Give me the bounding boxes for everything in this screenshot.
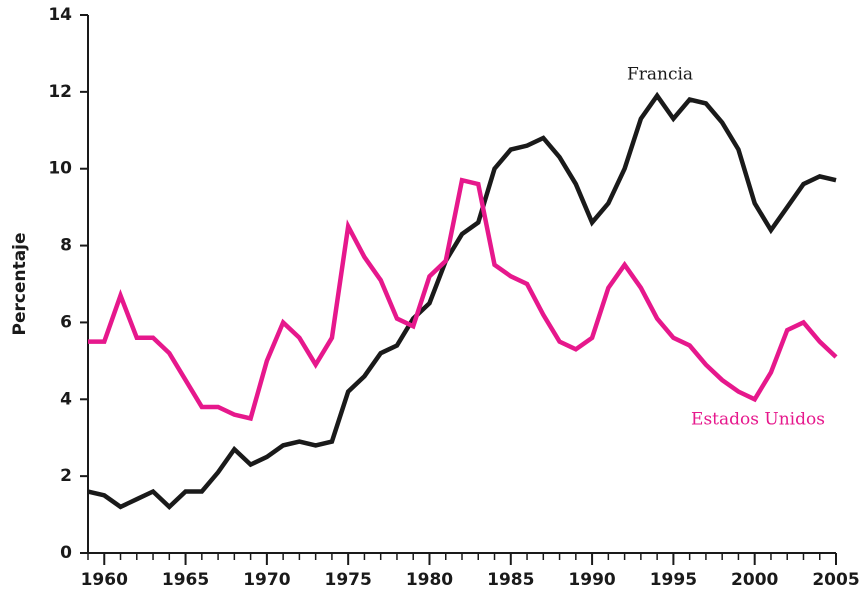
x-tick-label: 1980 [406,570,453,590]
line-series [87,91,837,510]
y-tick-label: 14 [48,5,72,25]
y-tick-label: 6 [60,312,72,332]
x-tick-label: 1965 [162,570,209,590]
x-tick-label: 1970 [243,570,290,590]
line-series [88,177,838,422]
x-tick-label: 2005 [812,570,859,590]
y-tick-label: 10 [48,159,72,179]
y-tick-label: 8 [60,236,72,256]
series-label: Francia [627,65,693,85]
y-axis-label: Percentaje [10,232,30,335]
x-tick-label: 1960 [81,570,128,590]
x-tick-label: 1985 [487,570,534,590]
x-tick-label: 2000 [731,570,778,590]
series-label: Estados Unidos [691,410,825,430]
x-tick-label: 1975 [325,570,372,590]
y-tick-label: 4 [60,389,72,409]
y-tick-label: 2 [60,466,72,486]
x-tick-label: 1990 [568,570,615,590]
x-tick-label: 1995 [650,570,697,590]
y-tick-label: 12 [48,82,72,102]
y-tick-label: 0 [60,543,72,563]
